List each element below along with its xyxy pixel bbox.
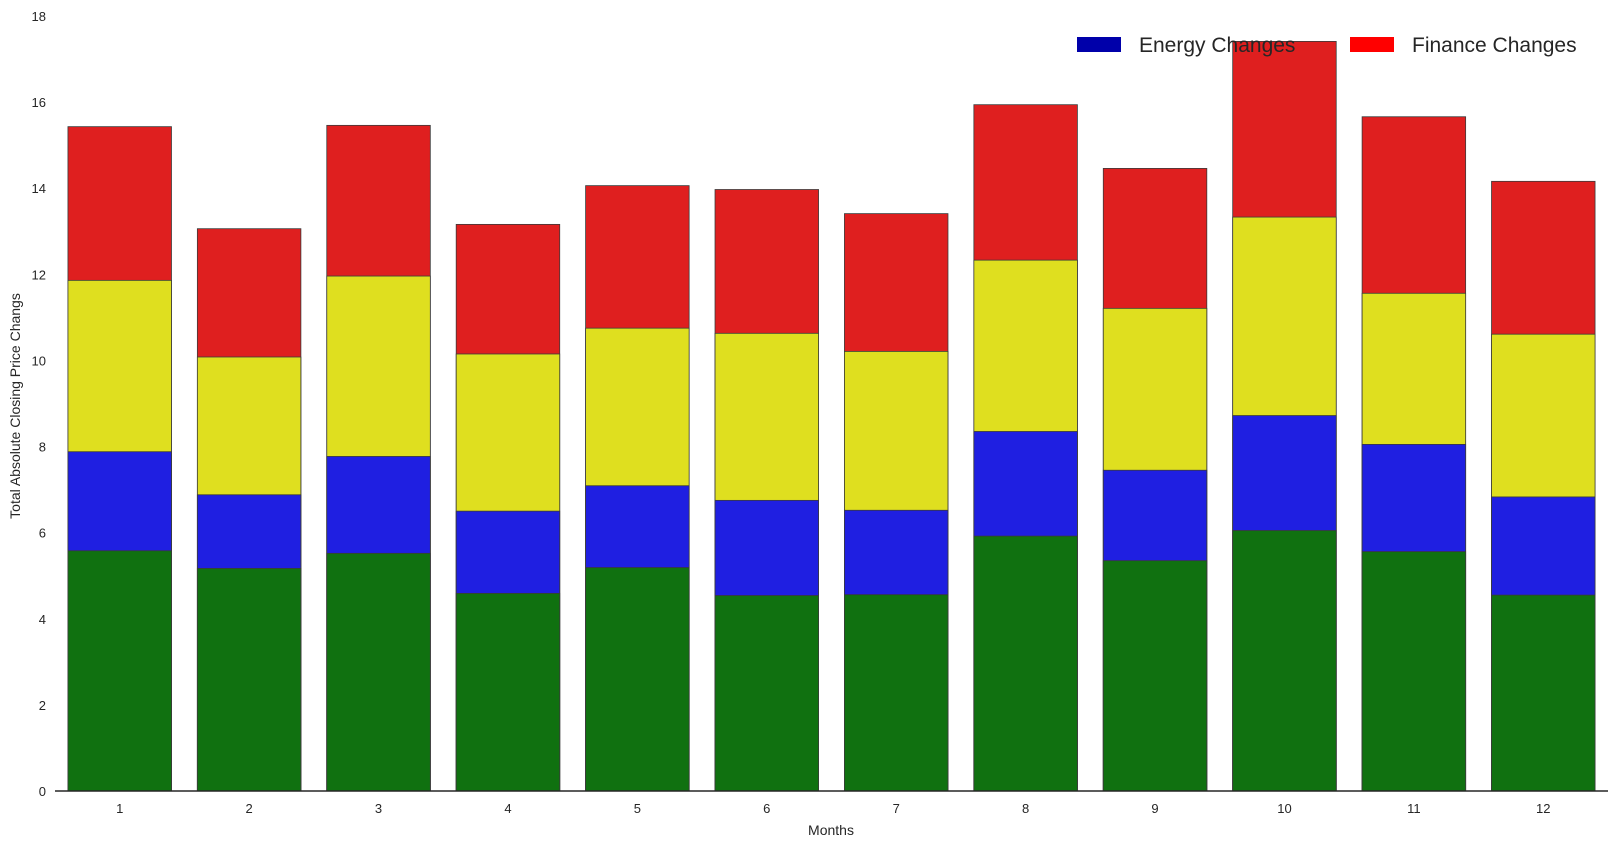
y-tick-label: 4	[39, 612, 46, 627]
legend-label: Finance Changes	[1412, 34, 1577, 57]
legend: Energy Changes Finance Changes	[1077, 34, 1577, 57]
y-tick-label: 8	[39, 440, 46, 455]
x-tick-label: 2	[246, 801, 253, 816]
bar-month-10-layer-1	[1232, 530, 1337, 792]
y-tick-label: 2	[39, 698, 46, 713]
x-axis-title: Months	[808, 822, 854, 838]
x-tick-label: 7	[893, 801, 900, 816]
y-tick-label: 16	[32, 95, 46, 110]
bar-month-2-layer-1	[196, 568, 302, 792]
legend-swatch	[1077, 37, 1121, 52]
x-tick-label: 10	[1277, 801, 1291, 816]
x-tick-label: 4	[504, 801, 511, 816]
bars-layer	[67, 41, 1596, 792]
bar-month-1-layer-1	[67, 550, 172, 792]
legend-swatch	[1350, 37, 1394, 52]
bar-month-6-layer-1	[714, 595, 819, 792]
x-tick-label: 8	[1022, 801, 1029, 816]
x-tick-label: 12	[1536, 801, 1550, 816]
x-tick-labels: 1 2 3 4 5 6 7 8 9 10 11 12	[116, 801, 1550, 816]
x-tick-label: 11	[1407, 801, 1421, 816]
y-tick-label: 6	[39, 526, 46, 541]
y-tick-label: 14	[32, 181, 46, 196]
y-tick-labels: 0 2 4 6 8 10 12 14 16 18	[32, 9, 46, 799]
y-axis-title: Total Absolute Closing Price Changs	[7, 293, 23, 519]
bar-month-9-layer-1	[1102, 560, 1208, 792]
bar-month-3-layer-1	[326, 552, 431, 792]
y-tick-label: 12	[32, 267, 46, 282]
y-tick-label: 10	[32, 353, 46, 368]
y-tick-label: 18	[32, 9, 46, 24]
x-tick-label: 6	[763, 801, 770, 816]
x-tick-label: 5	[634, 801, 641, 816]
bar-month-4-layer-1	[455, 592, 561, 792]
x-tick-label: 3	[375, 801, 382, 816]
x-tick-label: 9	[1151, 801, 1158, 816]
bar-month-5-layer-1	[585, 567, 690, 792]
bar-month-12-layer-1	[1491, 594, 1596, 792]
bar-month-8-layer-1	[973, 535, 1078, 792]
bar-month-7-layer-1	[844, 594, 949, 792]
bar-month-11-layer-1	[1361, 551, 1467, 792]
legend-label: Energy Changes	[1139, 34, 1295, 57]
y-tick-label: 0	[39, 784, 46, 799]
x-tick-label: 1	[116, 801, 123, 816]
